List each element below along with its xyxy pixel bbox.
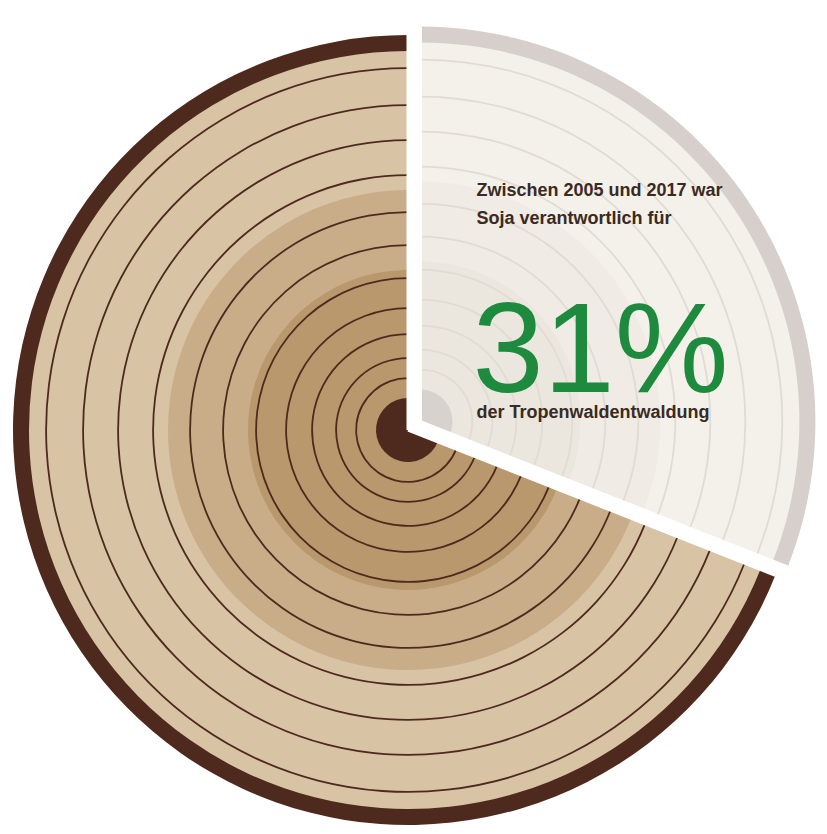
wood-zone [29,51,760,809]
tree-ring [82,104,711,756]
slice-edge [419,27,422,422]
annotation: Zwischen 2005 und 2017 war [476,180,722,200]
annotation: der Tropenwaldentwaldung [476,402,709,422]
tree-ring [355,377,457,483]
wood-zone [168,190,631,670]
slice-group [13,35,775,825]
data-label: 31% [472,276,728,419]
tree-ring [45,67,745,793]
pie [13,27,815,825]
slice-annotation: Zwischen 2005 und 2017 war Soja verantwor… [472,180,728,422]
tree-ring [152,174,646,686]
slice [13,35,775,825]
tree-ring [420,369,473,441]
chart: Zwischen 2005 und 2017 war Soja verantwor… [0,0,827,834]
slice-edge [407,35,410,430]
annotation: Soja verantwortlich für [476,208,671,228]
tree-ring [335,357,475,503]
tree-ring [117,139,678,721]
slice-edge [408,430,775,575]
tree-ring [311,333,498,527]
